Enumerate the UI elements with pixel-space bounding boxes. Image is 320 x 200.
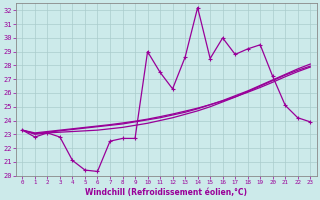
X-axis label: Windchill (Refroidissement éolien,°C): Windchill (Refroidissement éolien,°C) xyxy=(85,188,247,197)
